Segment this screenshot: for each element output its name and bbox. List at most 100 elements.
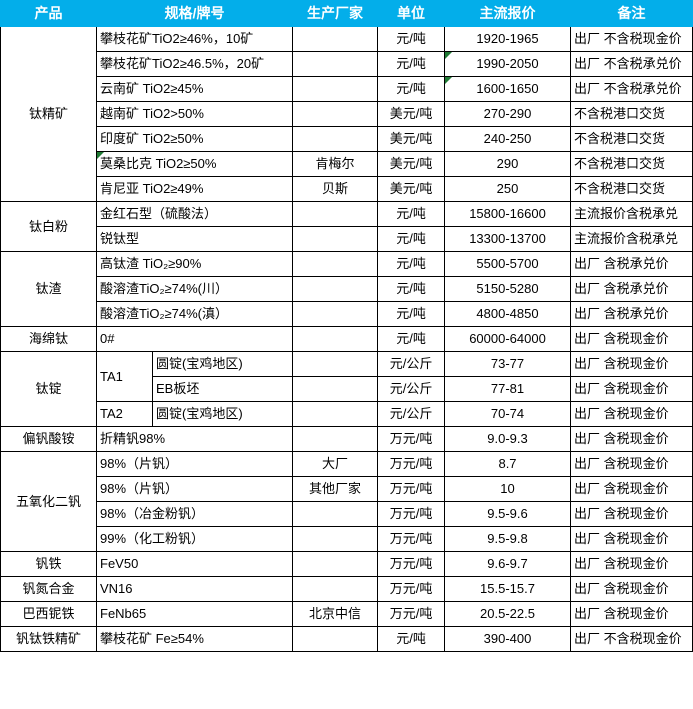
product-cell: 钛精矿 — [0, 26, 97, 202]
price-cell: 9.5-9.6 — [444, 501, 572, 527]
table-row: 云南矿 TiO2≥45% 元/吨 1600-1650 出厂 不含税承兑价 — [1, 76, 693, 102]
price-cell: 290 — [444, 151, 572, 177]
spec-cell: 99%（化工粉钒） — [95, 526, 294, 552]
column-header-product: 产品 — [0, 0, 97, 27]
spec-cell: 98%（片钒） — [95, 451, 294, 477]
manufacturer-cell: 大厂 — [292, 451, 379, 477]
spec-cell: 攀枝花矿TiO2≥46.5%，20矿 — [95, 51, 294, 77]
manufacturer-cell — [292, 376, 379, 402]
unit-cell: 万元/吨 — [377, 601, 446, 627]
price-cell: 13300-13700 — [444, 226, 572, 252]
price-cell: 10 — [444, 476, 572, 502]
unit-cell: 元/吨 — [377, 301, 446, 327]
table-row: 钒铁 FeV50 万元/吨 9.6-9.7 出厂 含税现金价 — [0, 551, 693, 577]
spec-cell: 攀枝花矿 Fe≥54% — [95, 626, 294, 652]
spec-cell: FeV50 — [95, 551, 294, 577]
unit-cell: 元/吨 — [377, 51, 446, 77]
price-cell: 5500-5700 — [444, 251, 572, 277]
manufacturer-cell — [292, 51, 379, 77]
note-cell: 出厂 含税承兑价 — [570, 276, 693, 302]
table-row: 钒钛铁精矿 攀枝花矿 Fe≥54% 元/吨 390-400 出厂 不含税现金价 — [0, 626, 693, 652]
product-cell: 巴西铌铁 — [0, 601, 97, 627]
note-cell: 不含税港口交货 — [570, 151, 693, 177]
spec-cell: 圆锭(宝鸡地区) — [151, 351, 294, 377]
price-cell: 5150-5280 — [444, 276, 572, 302]
table-row: 莫桑比克 TiO2≥50% 肯梅尔 美元/吨 290 不含税港口交货 — [1, 151, 693, 177]
note-cell: 出厂 含税现金价 — [570, 476, 693, 502]
manufacturer-cell — [292, 251, 379, 277]
note-cell: 主流报价含税承兑 — [570, 201, 693, 227]
table-row: 偏钒酸铵 折精钒98% 万元/吨 9.0-9.3 出厂 含税现金价 — [0, 426, 693, 452]
price-table: 产品 规格/牌号 生产厂家 单位 主流报价 备注 钛精矿 攀枝花矿TiO2≥46%… — [0, 0, 693, 652]
table-row: 五氧化二钒 98%（片钒） 大厂 万元/吨 8.7 出厂 含税现金价 — [0, 451, 693, 552]
spec-cell: 酸溶渣TiO₂≥74%(滇） — [95, 301, 294, 327]
note-cell: 出厂 含税现金价 — [570, 551, 693, 577]
note-cell: 出厂 含税承兑价 — [570, 251, 693, 277]
note-cell: 出厂 含税现金价 — [570, 426, 693, 452]
product-cell: 海绵钛 — [0, 326, 97, 352]
unit-cell: 元/公斤 — [377, 376, 446, 402]
price-cell: 20.5-22.5 — [444, 601, 572, 627]
spec-cell: 圆锭(宝鸡地区) — [151, 401, 294, 427]
manufacturer-cell — [292, 26, 379, 52]
manufacturer-cell — [292, 526, 379, 552]
manufacturer-cell — [292, 551, 379, 577]
table-row: 钛精矿 攀枝花矿TiO2≥46%，10矿 元/吨 1920-1965 出厂 不含税现金价 — [0, 26, 693, 202]
note-cell: 出厂 含税现金价 — [570, 601, 693, 627]
spec-cell: 金红石型（硫酸法） — [95, 201, 294, 227]
spec-cell: 高钛渣 TiO₂≥90% — [95, 251, 294, 277]
note-cell: 不含税港口交货 — [570, 101, 693, 127]
spec-cell: 攀枝花矿TiO2≥46%，10矿 — [95, 26, 294, 52]
price-cell: 9.5-9.8 — [444, 526, 572, 552]
unit-cell: 元/吨 — [377, 276, 446, 302]
table-row: 印度矿 TiO2≥50% 美元/吨 240-250 不含税港口交货 — [1, 126, 693, 152]
product-cell: 钒氮合金 — [0, 576, 97, 602]
note-cell: 出厂 含税现金价 — [570, 326, 693, 352]
manufacturer-cell: 肯梅尔 — [292, 151, 379, 177]
manufacturer-cell: 其他厂家 — [292, 476, 379, 502]
product-cell: 五氧化二钒 — [0, 451, 97, 552]
column-header-spec: 规格/牌号 — [95, 0, 294, 27]
unit-cell: 万元/吨 — [377, 576, 446, 602]
spec-cell: 莫桑比克 TiO2≥50% — [95, 151, 294, 177]
unit-cell: 元/吨 — [377, 326, 446, 352]
product-cell: 钛白粉 — [0, 201, 97, 252]
unit-cell: 万元/吨 — [377, 451, 446, 477]
spec-cell: 肯尼亚 TiO2≥49% — [95, 176, 294, 202]
table-row: 钛锭 TA1 圆锭(宝鸡地区) 元/公斤 73-77 出厂 含税现金价 — [0, 351, 693, 427]
price-cell: 1990-2050 — [444, 51, 572, 77]
table-row: 攀枝花矿TiO2≥46.5%，20矿 元/吨 1990-2050 出厂 不含税承兑价 — [1, 51, 693, 77]
note-cell: 出厂 含税现金价 — [570, 451, 693, 477]
table-row: 巴西铌铁 FeNb65 北京中信 万元/吨 20.5-22.5 出厂 含税现金价 — [0, 601, 693, 627]
unit-cell: 元/公斤 — [377, 401, 446, 427]
table-row: 锐钛型 元/吨 13300-13700 主流报价含税承兑 — [1, 226, 693, 252]
table-row: 钒氮合金 VN16 万元/吨 15.5-15.7 出厂 含税现金价 — [0, 576, 693, 602]
table-header: 产品 规格/牌号 生产厂家 单位 主流报价 备注 — [0, 0, 693, 27]
table-row: 99%（化工粉钒） 万元/吨 9.5-9.8 出厂 含税现金价 — [1, 526, 693, 552]
price-cell: 250 — [444, 176, 572, 202]
manufacturer-cell — [292, 126, 379, 152]
unit-cell: 美元/吨 — [377, 126, 446, 152]
manufacturer-cell: 北京中信 — [292, 601, 379, 627]
column-header-manufacturer: 生产厂家 — [292, 0, 379, 27]
price-cell: 60000-64000 — [444, 326, 572, 352]
column-header-price: 主流报价 — [444, 0, 572, 27]
table-row: 98%（片钒） 其他厂家 万元/吨 10 出厂 含税现金价 — [1, 476, 693, 502]
header-row: 产品 规格/牌号 生产厂家 单位 主流报价 备注 — [0, 0, 693, 27]
manufacturer-cell — [292, 201, 379, 227]
manufacturer-cell — [292, 626, 379, 652]
table-row: 越南矿 TiO2>50% 美元/吨 270-290 不含税港口交货 — [1, 101, 693, 127]
note-cell: 出厂 不含税现金价 — [570, 26, 693, 52]
manufacturer-cell — [292, 351, 379, 377]
price-cell: 8.7 — [444, 451, 572, 477]
unit-cell: 元/吨 — [377, 226, 446, 252]
spec-cell: 0# — [95, 326, 294, 352]
table-row: 98%（冶金粉钒） 万元/吨 9.5-9.6 出厂 含税现金价 — [1, 501, 693, 527]
price-cell: 77-81 — [444, 376, 572, 402]
spec-cell: 98%（冶金粉钒） — [95, 501, 294, 527]
price-cell: 390-400 — [444, 626, 572, 652]
unit-cell: 元/吨 — [377, 201, 446, 227]
note-cell: 出厂 不含税承兑价 — [570, 76, 693, 102]
unit-cell: 万元/吨 — [377, 551, 446, 577]
spec-cell: FeNb65 — [95, 601, 294, 627]
